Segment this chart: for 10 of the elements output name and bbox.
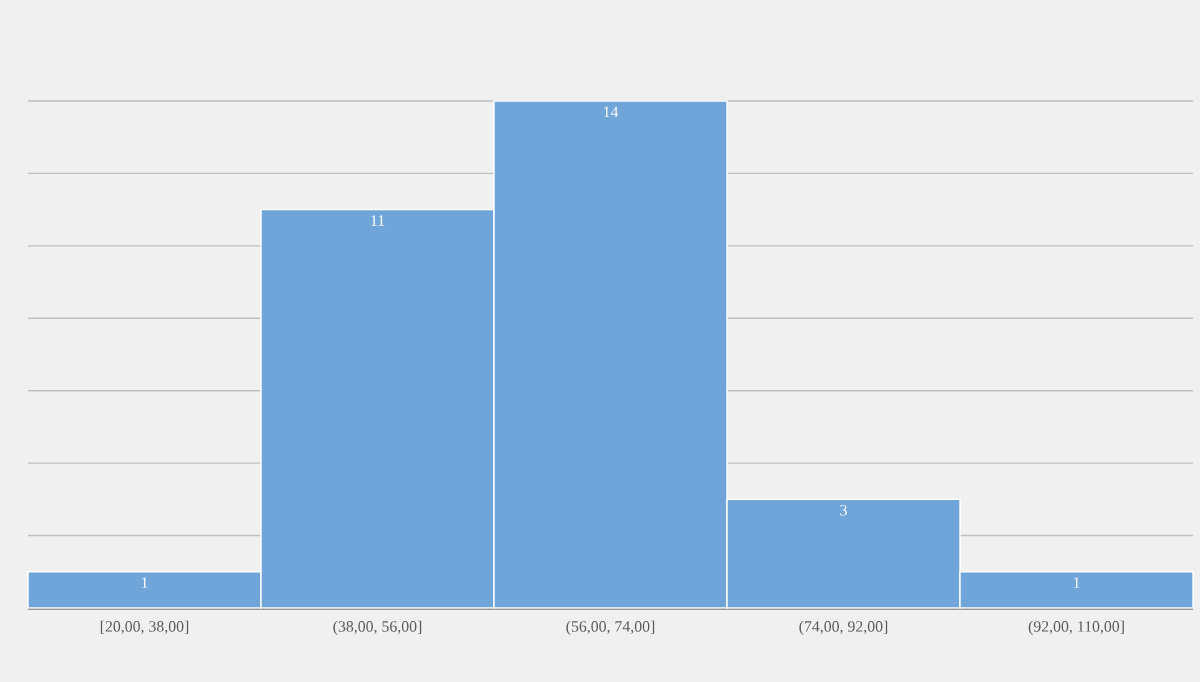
x-tick-label: [20,00, 38,00] xyxy=(100,620,189,635)
data-label: 1 xyxy=(141,577,148,588)
x-tick-label: (38,00, 56,00] xyxy=(333,620,422,635)
data-label: 1 xyxy=(1073,577,1080,588)
data-label: 11 xyxy=(371,215,385,226)
x-tick-label: (92,00, 110,00] xyxy=(1028,620,1124,635)
data-label: 3 xyxy=(840,504,847,516)
data-label: 14 xyxy=(603,106,619,118)
x-tick-label: (74,00, 92,00] xyxy=(799,620,888,635)
x-tick-label: (56,00, 74,00] xyxy=(566,620,655,635)
